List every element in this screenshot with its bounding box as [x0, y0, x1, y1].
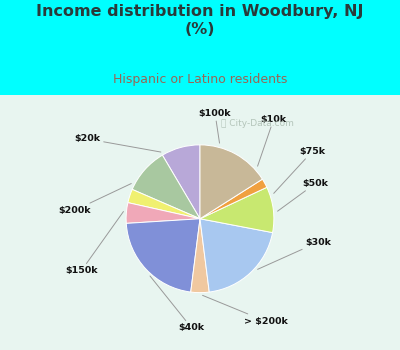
- Text: $30k: $30k: [258, 238, 331, 270]
- Wedge shape: [128, 189, 200, 219]
- Text: $75k: $75k: [274, 147, 325, 193]
- Wedge shape: [200, 145, 262, 219]
- Wedge shape: [200, 187, 274, 233]
- Wedge shape: [200, 179, 267, 219]
- Text: $20k: $20k: [75, 134, 161, 152]
- Text: ⓘ City-Data.com: ⓘ City-Data.com: [221, 119, 294, 128]
- Text: Income distribution in Woodbury, NJ
(%): Income distribution in Woodbury, NJ (%): [36, 4, 364, 37]
- Text: $50k: $50k: [278, 179, 328, 211]
- Text: $150k: $150k: [65, 211, 124, 275]
- Wedge shape: [200, 219, 272, 292]
- Text: $10k: $10k: [258, 115, 286, 166]
- Wedge shape: [132, 155, 200, 219]
- Text: $40k: $40k: [150, 276, 205, 332]
- Text: $100k: $100k: [199, 109, 232, 143]
- Wedge shape: [191, 219, 209, 293]
- Text: $200k: $200k: [58, 183, 131, 215]
- Text: > $200k: > $200k: [202, 295, 288, 326]
- Wedge shape: [126, 203, 200, 223]
- Wedge shape: [126, 219, 200, 292]
- Wedge shape: [162, 145, 200, 219]
- Text: Hispanic or Latino residents: Hispanic or Latino residents: [113, 73, 287, 86]
